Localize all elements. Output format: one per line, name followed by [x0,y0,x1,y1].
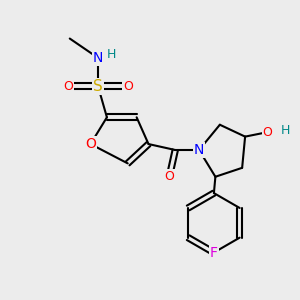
Text: O: O [123,80,133,93]
Text: O: O [85,137,96,151]
Text: N: N [194,143,204,157]
Text: H: H [280,124,290,137]
Text: O: O [63,80,73,93]
Text: O: O [262,126,272,139]
Text: F: F [210,245,218,260]
Text: H: H [107,48,116,62]
Text: N: N [93,51,103,65]
Text: S: S [93,79,103,94]
Text: O: O [164,170,174,183]
